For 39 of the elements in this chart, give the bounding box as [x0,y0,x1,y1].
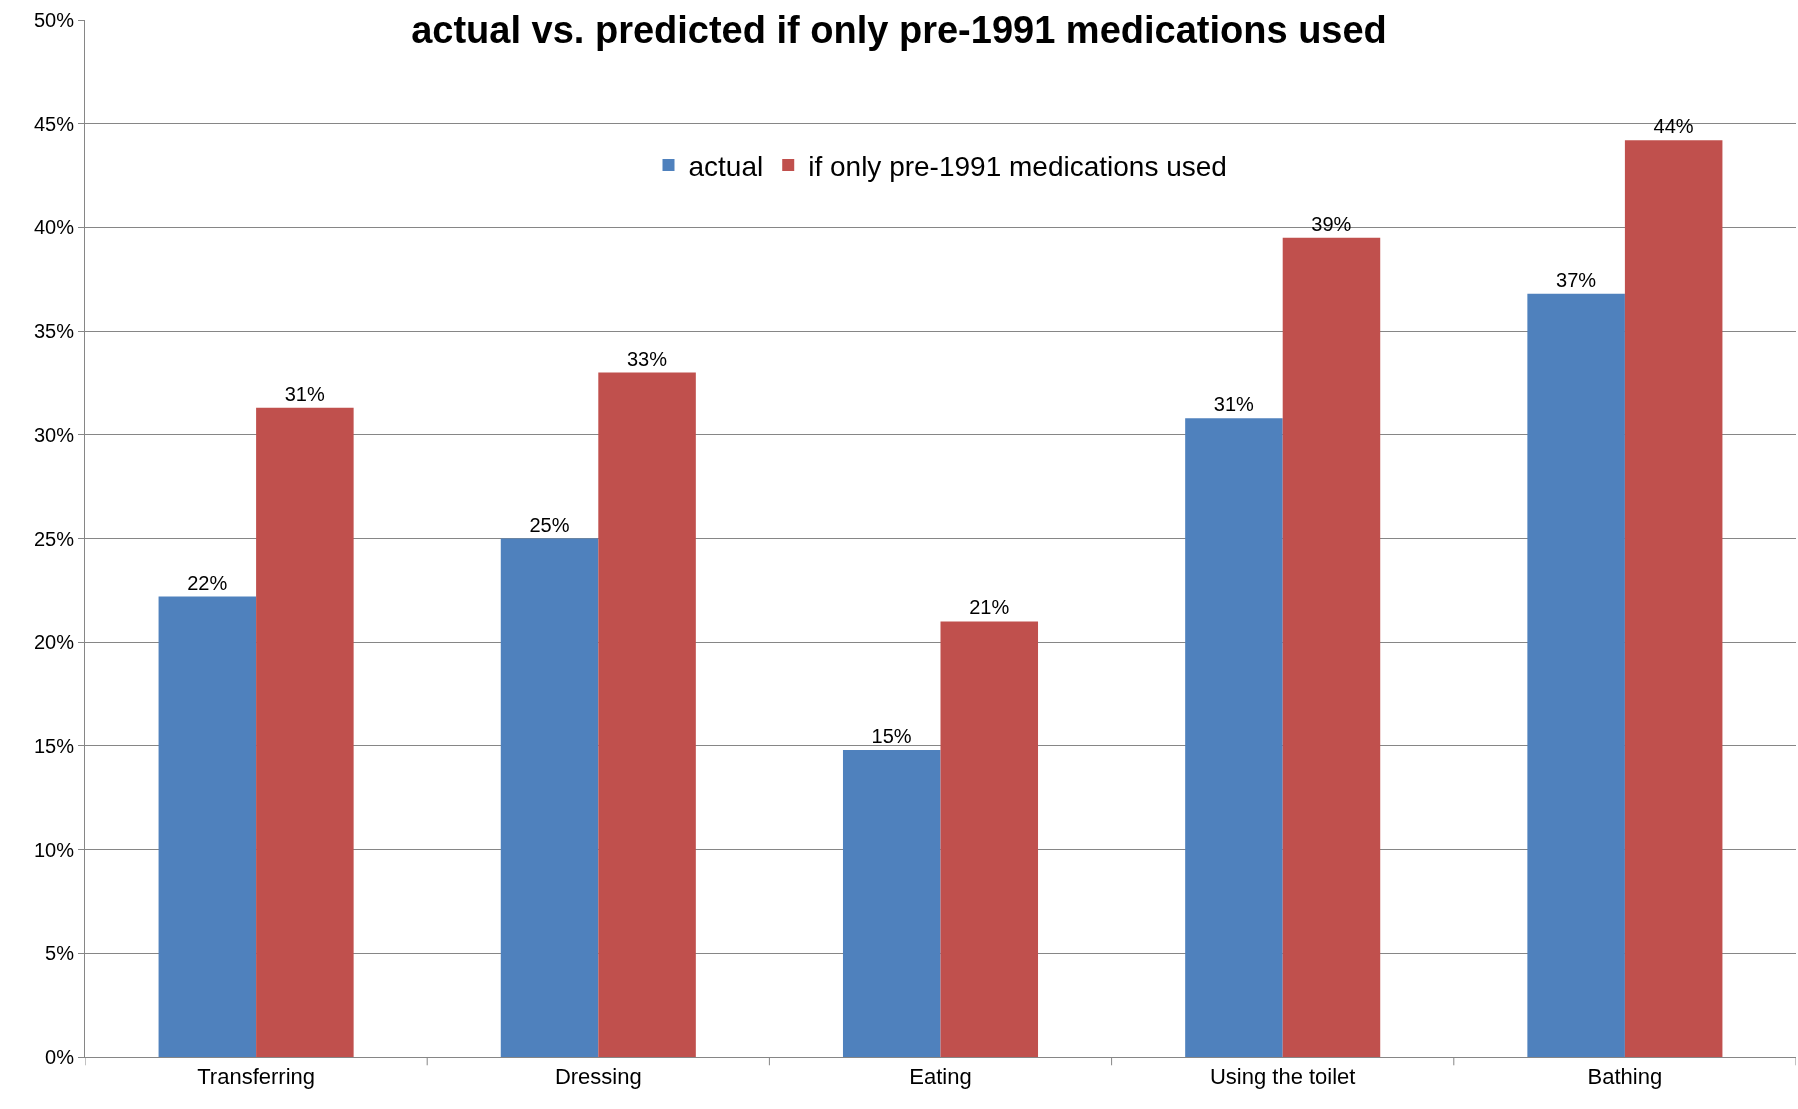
x-tick-label: Using the toilet [1209,1064,1356,1090]
x-tick-label: Dressing [554,1064,642,1090]
bar [1282,237,1381,1057]
bar [598,372,696,1057]
chart-title: actual vs. predicted if only pre-1991 medications used [411,9,1387,52]
bar [500,538,599,1057]
data-label: 33% [626,347,668,370]
data-label: 21% [969,596,1010,619]
x-tick-label: Bathing [1587,1064,1663,1090]
data-label: 31% [1213,393,1255,416]
y-tick-label: 45% [33,112,75,135]
data-label: 25% [529,513,570,536]
data-label: 15% [871,725,912,748]
y-tick-label: 0% [45,1046,75,1068]
y-tick-label: 15% [33,734,75,757]
y-tick-label: 10% [33,838,75,861]
y-tick-label: 30% [33,423,75,446]
data-label: 31% [284,382,325,405]
data-label: 22% [187,571,228,594]
bar [940,621,1039,1057]
legend-label: if only pre-1991 medications used [808,150,1227,182]
data-label: 37% [1556,268,1597,291]
y-tick-label: 40% [33,216,75,239]
y-tick-label: 5% [45,942,75,965]
y-tick-label: 20% [33,631,75,654]
bar [158,596,257,1057]
x-tick-label: Eating [909,1064,972,1090]
bar [1624,140,1723,1057]
data-label: 44% [1653,115,1694,138]
data-label: 39% [1311,212,1352,235]
bar [842,750,941,1057]
bar [1185,418,1283,1057]
y-tick-label: 35% [33,320,75,343]
y-tick-label: 25% [33,527,75,550]
legend-label: actual [688,150,764,182]
x-tick-label: Transferring [197,1064,315,1090]
bar [256,407,354,1057]
bar [1527,293,1625,1057]
y-tick-label: 50% [33,9,75,31]
